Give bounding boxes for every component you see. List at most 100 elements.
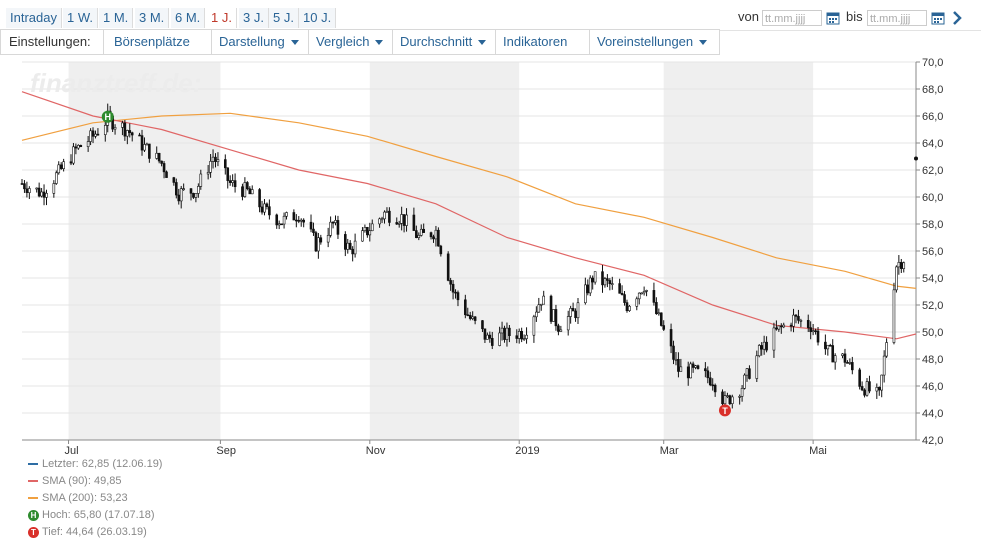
candle-body (52, 183, 56, 194)
candle-body (696, 365, 700, 369)
candle-body (828, 344, 832, 347)
candle-body (762, 341, 766, 350)
candle-body (625, 302, 629, 311)
tab-intraday[interactable]: Intraday (6, 8, 62, 28)
y-tick-label: 50,0 (922, 327, 943, 339)
candle-body (640, 292, 643, 295)
tab-3-j-[interactable]: 3 J. (239, 8, 269, 28)
dropdown-darstellung[interactable]: Darstellung (211, 30, 309, 54)
candle-body (584, 284, 587, 304)
dropdown-durchschnitt[interactable]: Durchschnitt (392, 30, 496, 54)
tab-3-m-[interactable]: 3 M. (135, 8, 170, 28)
dropdown-b-rsenpl-tze[interactable]: Börsenplätze (106, 30, 212, 70)
candle-body (405, 214, 408, 226)
candle-body (45, 193, 48, 198)
tab-6-m-[interactable]: 6 M. (171, 8, 206, 28)
candle-body (86, 141, 90, 147)
candle-body (148, 143, 151, 159)
candle-body (900, 262, 903, 269)
candle-body (895, 266, 898, 291)
candle-body (265, 203, 269, 207)
candle-body (772, 327, 776, 351)
tab-5-j-[interactable]: 5 J. (269, 8, 299, 28)
candle-body (57, 164, 61, 174)
candle-body (309, 221, 313, 230)
candle-body (383, 211, 386, 220)
candle-body (35, 187, 38, 190)
sma200-line (21, 112, 917, 289)
candle-body (370, 223, 374, 232)
candle-body (679, 366, 683, 372)
candle-body (378, 218, 381, 225)
settings-label: Einstellungen: (1, 30, 104, 54)
candle-body (312, 228, 315, 233)
candle-body (500, 327, 504, 334)
candle-body (542, 295, 546, 305)
candle-body (848, 362, 852, 364)
candle-body (757, 345, 761, 357)
candle-body (128, 130, 132, 134)
candle-body (846, 362, 849, 364)
dropdown-indikatoren[interactable]: Indikatoren (495, 30, 590, 70)
from-date-input[interactable]: tt.mm.jjjj (762, 10, 822, 26)
dropdown-vergleich[interactable]: Vergleich (308, 30, 393, 54)
calendar-icon[interactable] (826, 11, 840, 25)
y-tick-label: 42,0 (922, 435, 943, 447)
candle-body (816, 330, 820, 343)
candle-body (69, 161, 73, 164)
candle-body (669, 329, 673, 347)
candle-body (608, 280, 612, 285)
high-marker (101, 110, 114, 123)
candle-body (449, 280, 452, 285)
candle-body (789, 324, 793, 327)
candle-body (268, 206, 271, 216)
tab-1-m-[interactable]: 1 M. (99, 8, 134, 28)
legend-item: H Hoch: 65,80 (17.07.18) (28, 509, 155, 521)
candle-body (466, 314, 470, 317)
candle-body (385, 210, 389, 213)
candle-body (731, 396, 734, 404)
tab-1-j-[interactable]: 1 J. (207, 8, 237, 28)
low-badge-icon: T (28, 526, 39, 538)
candle-body (336, 220, 340, 235)
candle-body (437, 229, 440, 247)
candle-body (471, 316, 474, 319)
candle-body (539, 303, 543, 306)
candle-body (388, 210, 391, 223)
calendar-icon[interactable] (931, 11, 945, 25)
candle-body (165, 171, 168, 178)
candle-body (535, 311, 538, 318)
tab-1-w-[interactable]: 1 W. (63, 8, 99, 28)
candle-body (59, 164, 63, 169)
candle-body (765, 341, 768, 351)
dropdown-voreinstellungen[interactable]: Voreinstellungen (589, 30, 720, 54)
candle-body (77, 145, 80, 149)
candle-body (799, 320, 803, 322)
candle-body (473, 316, 477, 321)
candle-body (96, 133, 100, 136)
candle-body (285, 212, 288, 217)
legend-line-swatch (28, 497, 38, 500)
candle-body (775, 327, 778, 330)
candle-body (569, 308, 572, 317)
legend-item: SMA (90): 49,85 (28, 475, 122, 487)
candle-body (380, 218, 384, 221)
candle-body (549, 295, 553, 322)
candle-body (554, 309, 558, 327)
candle-body (464, 299, 467, 316)
chevron-right-icon[interactable] (951, 10, 963, 26)
candle-body (451, 283, 455, 293)
candle-body (824, 341, 827, 350)
candle-body (610, 283, 614, 285)
candle-body (280, 223, 283, 226)
candle-body (897, 262, 901, 268)
candle-body (503, 327, 506, 340)
candle-body (62, 161, 65, 169)
candle-body (397, 223, 401, 225)
candle-body (299, 219, 303, 222)
candle-body (209, 161, 212, 173)
candle-body (89, 130, 92, 142)
candle-body (508, 327, 511, 337)
tab-10-j-[interactable]: 10 J. (299, 8, 337, 28)
to-date-input[interactable]: tt.mm.jjjj (867, 10, 927, 26)
